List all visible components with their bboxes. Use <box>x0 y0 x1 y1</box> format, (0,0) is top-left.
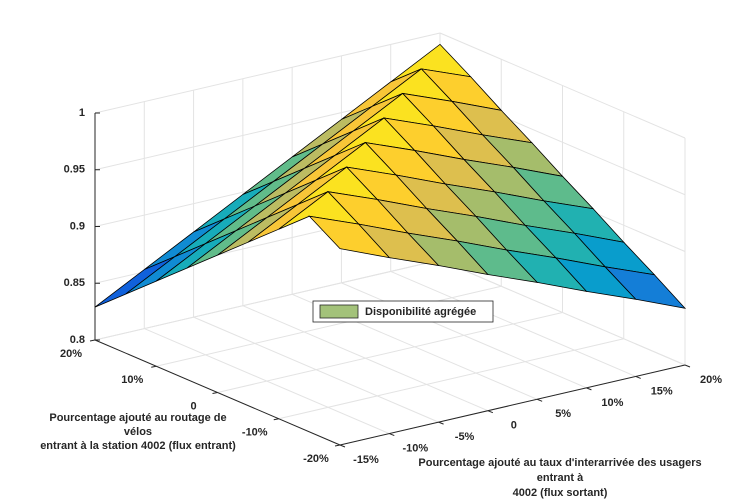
x-tick-label: 0 <box>511 420 517 432</box>
y-axis-label: vélos <box>124 426 152 438</box>
x-tick-label: 20% <box>700 374 722 386</box>
grid-line <box>439 259 686 366</box>
surface <box>94 43 687 309</box>
surface-cell <box>94 256 176 308</box>
grid-line <box>439 32 686 139</box>
grid-line <box>217 312 563 393</box>
grid-line <box>94 259 441 341</box>
x-axis <box>339 364 686 446</box>
x-tick-label: 5% <box>555 408 571 420</box>
y-tick-label: 20% <box>60 348 82 360</box>
y-tick <box>273 418 279 421</box>
y-tick-label: 10% <box>121 374 143 386</box>
x-tick-label: -5% <box>455 431 475 443</box>
legend-label: Disponibilité agrégée <box>365 306 476 318</box>
y-tick-label: -10% <box>242 427 268 439</box>
y-tick-label: 0 <box>190 400 196 412</box>
z-tick-label: 0.8 <box>70 334 85 346</box>
x-axis-label: entrant à <box>537 472 584 484</box>
z-tick-label: 1 <box>79 107 85 119</box>
z-tick-label: 0.95 <box>64 164 85 176</box>
x-tick-label: 10% <box>601 397 623 409</box>
x-tick-label: -10% <box>402 442 428 454</box>
z-tick-label: 0.85 <box>64 277 85 289</box>
y-tick <box>334 444 341 447</box>
x-tick <box>487 410 494 414</box>
x-tick <box>339 444 346 448</box>
surface-cell <box>308 215 391 259</box>
x-axis-label: Pourcentage ajouté au taux d'interarrivé… <box>418 457 701 469</box>
x-axis-label: 4002 (flux sortant) <box>513 487 608 499</box>
y-tick <box>212 392 218 394</box>
legend-swatch <box>319 304 359 319</box>
grid-line <box>94 32 441 114</box>
grid-line <box>278 338 624 420</box>
x-tick <box>684 364 691 368</box>
y-tick-label: -20% <box>303 453 329 465</box>
y-tick <box>151 365 157 368</box>
x-tick-label: 15% <box>651 385 673 397</box>
x-tick <box>389 433 395 437</box>
y-tick <box>89 339 96 342</box>
z-tick-label: 0.9 <box>70 220 85 232</box>
x-tick <box>586 387 592 391</box>
x-tick <box>438 421 444 425</box>
y-axis-label: entrant à la station 4002 (flux entrant) <box>40 440 236 452</box>
x-tick-label: -15% <box>353 454 379 466</box>
x-tick <box>536 398 543 402</box>
x-tick <box>635 375 641 379</box>
y-axis-label: Pourcentage ajouté au routage de <box>49 412 226 424</box>
grid-line <box>156 285 502 367</box>
